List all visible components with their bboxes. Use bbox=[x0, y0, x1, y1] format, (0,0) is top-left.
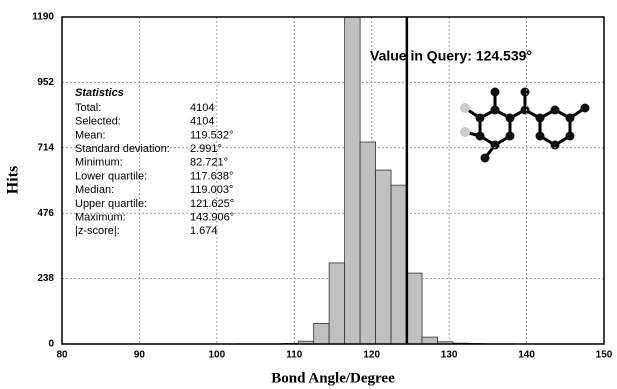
bar bbox=[376, 170, 391, 344]
chart: Hits Bond Angle/Degree 0 238 476 714 952 1190… bbox=[0, 0, 617, 389]
bar bbox=[407, 273, 422, 344]
stat-value: 4104 bbox=[190, 116, 214, 128]
x-tick-label: 80 bbox=[56, 350, 68, 361]
annotation: Value in Query: 124.539° bbox=[370, 48, 532, 64]
y-tick-label: 714 bbox=[37, 142, 54, 153]
y-axis-label: Hits bbox=[5, 166, 22, 194]
stat-value: 119.003° bbox=[190, 184, 233, 196]
stat-label: |z-score|: bbox=[75, 225, 120, 237]
x-tick-label: 100 bbox=[209, 350, 226, 361]
stat-value: 1.674 bbox=[190, 225, 218, 237]
x-axis-label: Bond Angle/Degree bbox=[271, 370, 395, 386]
stat-value: 121.625° bbox=[190, 198, 234, 210]
stat-value: 82.721° bbox=[190, 157, 228, 169]
x-tick-label: 110 bbox=[286, 350, 303, 361]
x-tick-label: 150 bbox=[596, 350, 613, 361]
stat-value: 4104 bbox=[190, 102, 214, 114]
stat-label: Upper quartile: bbox=[75, 198, 147, 210]
x-tick-label: 120 bbox=[363, 350, 380, 361]
bar bbox=[314, 323, 329, 344]
stat-value: 2.991° bbox=[190, 143, 222, 155]
x-tick-label: 140 bbox=[518, 350, 535, 361]
y-tick-label: 476 bbox=[37, 208, 54, 219]
stat-label: Median: bbox=[75, 184, 114, 196]
y-tick-label: 1190 bbox=[32, 12, 54, 23]
stat-label: Standard deviation: bbox=[75, 143, 170, 155]
stat-label: Mean: bbox=[75, 129, 106, 141]
bar bbox=[391, 185, 406, 344]
x-tick-label: 130 bbox=[441, 350, 458, 361]
stat-label: Lower quartile: bbox=[75, 170, 147, 182]
bar bbox=[360, 142, 375, 344]
stat-label: Minimum: bbox=[75, 157, 123, 169]
stat-label: Selected: bbox=[75, 116, 121, 128]
bar bbox=[422, 337, 437, 344]
page: Hits Bond Angle/Degree 0 238 476 714 952 1190… bbox=[0, 0, 617, 389]
bar bbox=[329, 263, 344, 344]
x-tick-label: 90 bbox=[134, 350, 146, 361]
stat-value: 117.638° bbox=[190, 170, 233, 182]
stat-label: Maximum: bbox=[75, 212, 126, 224]
stat-value: 119.532° bbox=[190, 129, 233, 141]
y-tick-label: 0 bbox=[48, 339, 54, 350]
y-tick-label: 238 bbox=[37, 273, 54, 284]
y-tick-label: 952 bbox=[37, 77, 54, 88]
stat-label: Total: bbox=[75, 102, 101, 114]
bar bbox=[345, 17, 360, 344]
stat-value: 143.906° bbox=[190, 212, 234, 224]
statistics-title: Statistics bbox=[75, 87, 124, 99]
